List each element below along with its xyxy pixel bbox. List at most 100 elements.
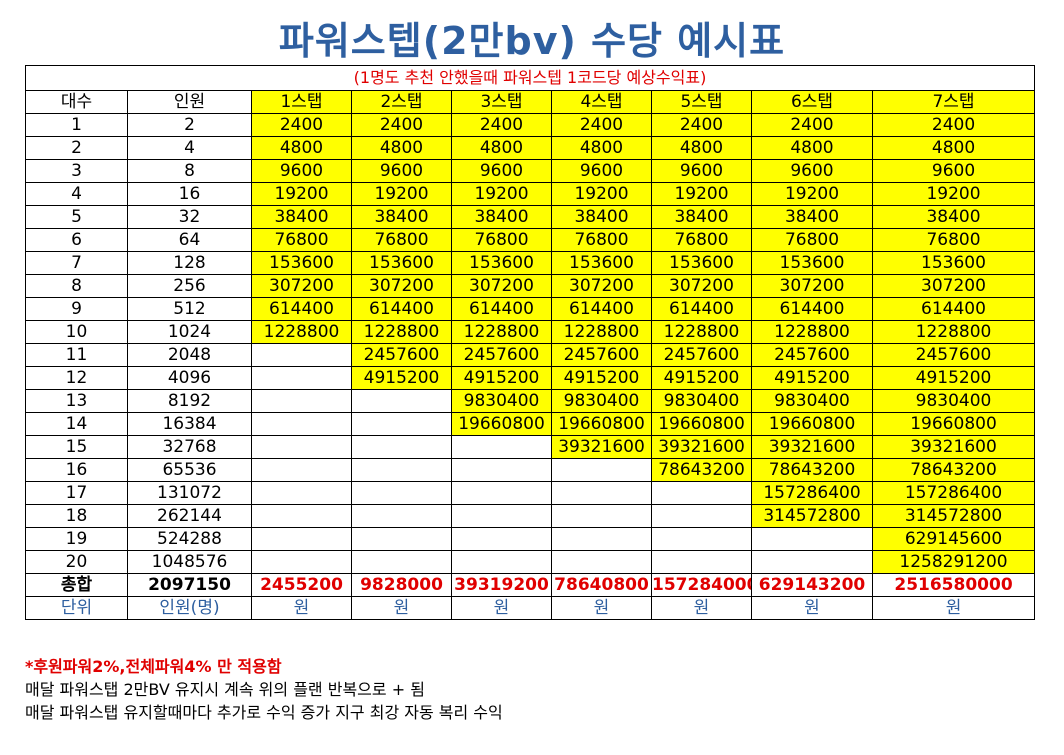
- step-value-cell: 614400: [651, 297, 752, 321]
- column-header: 4스탭: [551, 90, 652, 114]
- total-people: 2097150: [127, 573, 252, 597]
- step-value-cell: 4915200: [351, 366, 452, 390]
- notes: *후원파워2%,전체파워4% 만 적용함 매달 파워스탭 2만BV 유지시 계속…: [25, 655, 503, 724]
- unit-label: 단위: [25, 596, 128, 620]
- column-header: 6스탭: [751, 90, 873, 114]
- total-label: 총합: [25, 573, 128, 597]
- step-value-cell: [351, 527, 452, 551]
- step-value-cell: 307200: [651, 274, 752, 298]
- step-value-cell: 157286400: [751, 481, 873, 505]
- step-value-cell: [551, 481, 652, 505]
- table-row: 14 16384 19660800 19660800 19660800 19660800 1…: [25, 412, 1036, 436]
- generation-cell: 4: [25, 182, 128, 206]
- step-value-cell: [351, 389, 452, 413]
- step-value-cell: [251, 366, 352, 390]
- step-value-cell: 153600: [651, 251, 752, 275]
- step-value-cell: 614400: [871, 297, 1036, 321]
- step-value-cell: 307200: [351, 274, 452, 298]
- table-row: 4 16 19200 19200 19200 19200 19200 19200 19200: [25, 182, 1036, 206]
- step-value-cell: [351, 550, 452, 574]
- table-row: 3 8 9600 9600 9600 9600 9600 9600 9600: [25, 159, 1036, 183]
- people-cell: 128: [127, 251, 252, 275]
- step-value-cell: [551, 527, 652, 551]
- step-value-cell: 2400: [871, 113, 1036, 137]
- step-value-cell: [251, 435, 352, 459]
- table-subtitle: (1명도 추천 안했을때 파워스텝 1코드당 예상수익표): [24, 65, 1036, 91]
- generation-cell: 11: [25, 343, 128, 367]
- step-value-cell: 9830400: [551, 389, 652, 413]
- table-row: 16 65536 78643200 78643200 78643200: [25, 458, 1036, 482]
- unit-people: 인원(명): [127, 596, 252, 620]
- step-value-cell: 9600: [551, 159, 652, 183]
- unit-step: 원: [651, 596, 752, 620]
- people-cell: 4096: [127, 366, 252, 390]
- step-value-cell: 4800: [751, 136, 873, 160]
- total-step-value: 629143200: [751, 573, 873, 597]
- table-row: 18 262144 314572800 314572800: [25, 504, 1036, 528]
- step-value-cell: 2400: [651, 113, 752, 137]
- step-value-cell: 153600: [251, 251, 352, 275]
- step-value-cell: 1228800: [251, 320, 352, 344]
- step-value-cell: 2400: [751, 113, 873, 137]
- step-value-cell: 19200: [551, 182, 652, 206]
- people-cell: 16: [127, 182, 252, 206]
- table-row: 15 32768 39321600 39321600 39321600 39321600: [25, 435, 1036, 459]
- generation-cell: 18: [25, 504, 128, 528]
- step-value-cell: [251, 389, 352, 413]
- step-value-cell: 1228800: [871, 320, 1036, 344]
- table-row: 19 524288 629145600: [25, 527, 1036, 551]
- unit-step: 원: [351, 596, 452, 620]
- step-value-cell: 76800: [351, 228, 452, 252]
- step-value-cell: 4915200: [651, 366, 752, 390]
- step-value-cell: 76800: [651, 228, 752, 252]
- step-value-cell: [251, 412, 352, 436]
- people-cell: 2048: [127, 343, 252, 367]
- step-value-cell: [251, 343, 352, 367]
- people-cell: 524288: [127, 527, 252, 551]
- table-row: 6 64 76800 76800 76800 76800 76800 76800 76800: [25, 228, 1036, 252]
- step-value-cell: 4800: [351, 136, 452, 160]
- unit-step: 원: [551, 596, 652, 620]
- step-value-cell: 19200: [351, 182, 452, 206]
- table-row: 8 256 307200 307200 307200 307200 307200 307200…: [25, 274, 1036, 298]
- total-step-value: 2516580000: [871, 573, 1036, 597]
- total-step-value: 2455200: [251, 573, 352, 597]
- step-value-cell: 9830400: [871, 389, 1036, 413]
- unit-step: 원: [871, 596, 1036, 620]
- step-value-cell: [451, 504, 552, 528]
- note-red: *후원파워2%,전체파워4% 만 적용함: [25, 657, 282, 676]
- generation-cell: 8: [25, 274, 128, 298]
- step-value-cell: [551, 458, 652, 482]
- total-step-value: 78640800: [551, 573, 652, 597]
- generation-cell: 7: [25, 251, 128, 275]
- step-value-cell: 9830400: [451, 389, 552, 413]
- step-value-cell: 153600: [351, 251, 452, 275]
- step-value-cell: [751, 527, 873, 551]
- step-value-cell: 314572800: [751, 504, 873, 528]
- step-value-cell: 38400: [551, 205, 652, 229]
- step-value-cell: 38400: [251, 205, 352, 229]
- step-value-cell: 2457600: [651, 343, 752, 367]
- step-value-cell: 19660800: [451, 412, 552, 436]
- step-value-cell: 38400: [871, 205, 1036, 229]
- step-value-cell: 19200: [451, 182, 552, 206]
- step-value-cell: 9600: [871, 159, 1036, 183]
- total-step-value: 9828000: [351, 573, 452, 597]
- note-line-2: 매달 파워스탭 유지할때마다 추가로 수익 증가 지구 최강 자동 복리 수익: [25, 703, 503, 722]
- people-cell: 2: [127, 113, 252, 137]
- generation-cell: 3: [25, 159, 128, 183]
- generation-cell: 20: [25, 550, 128, 574]
- step-value-cell: 629145600: [871, 527, 1036, 551]
- step-value-cell: [251, 550, 352, 574]
- step-value-cell: 153600: [551, 251, 652, 275]
- table-row: 1 2 2400 2400 2400 2400 2400 2400 2400: [25, 113, 1036, 137]
- step-value-cell: 76800: [751, 228, 873, 252]
- step-value-cell: 1228800: [751, 320, 873, 344]
- generation-cell: 12: [25, 366, 128, 390]
- step-value-cell: 307200: [751, 274, 873, 298]
- table-row: 10 1024 1228800 1228800 1228800 1228800 122880…: [25, 320, 1036, 344]
- step-value-cell: [251, 481, 352, 505]
- step-value-cell: 39321600: [751, 435, 873, 459]
- people-cell: 262144: [127, 504, 252, 528]
- step-value-cell: 4915200: [551, 366, 652, 390]
